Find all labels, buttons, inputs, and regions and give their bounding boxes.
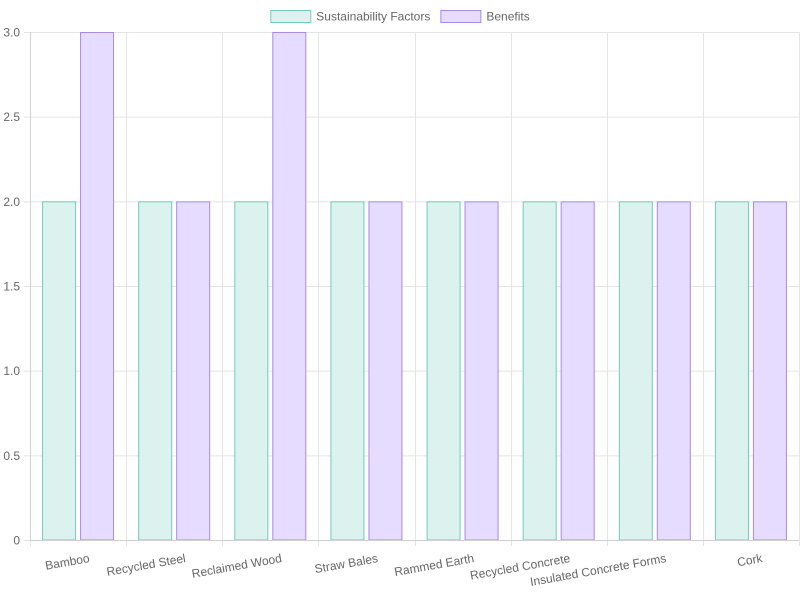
- bar-benefits[interactable]: [368, 201, 403, 541]
- y-tick-label: 0.5: [3, 449, 20, 463]
- bar-sustainability-factors[interactable]: [522, 201, 557, 541]
- x-tick-label: Recycled Steel: [105, 551, 186, 579]
- bar-benefits[interactable]: [560, 201, 595, 541]
- bar-benefits[interactable]: [272, 32, 307, 541]
- y-tick-label: 0: [13, 534, 20, 548]
- y-tick-label: 2.0: [3, 195, 20, 209]
- legend-item-sustainability-factors[interactable]: Sustainability Factors: [270, 10, 431, 24]
- bar-sustainability-factors[interactable]: [330, 201, 365, 541]
- bar-benefits[interactable]: [656, 201, 691, 541]
- x-tick-label: Rammed Earth: [393, 551, 475, 579]
- x-tick-label: Straw Bales: [313, 551, 378, 576]
- x-tick-label: Reclaimed Wood: [191, 551, 283, 581]
- x-tick-label: Bamboo: [44, 551, 91, 573]
- y-tick-label: 1.0: [3, 364, 20, 378]
- bar-sustainability-factors[interactable]: [138, 201, 173, 541]
- bar-sustainability-factors[interactable]: [234, 201, 269, 541]
- grid-lines: [24, 32, 800, 546]
- legend: Sustainability Factors Benefits: [270, 10, 530, 24]
- y-tick-label: 3.0: [3, 26, 20, 40]
- y-tick-label: 1.5: [3, 280, 20, 294]
- bar-benefits[interactable]: [176, 201, 211, 541]
- y-tick-label: 2.5: [3, 110, 20, 124]
- x-tick-label: Cork: [736, 551, 764, 569]
- bar-benefits[interactable]: [464, 201, 499, 541]
- bar-sustainability-factors[interactable]: [42, 201, 77, 541]
- legend-swatch: [270, 10, 312, 23]
- legend-swatch: [440, 10, 482, 23]
- bar-benefits[interactable]: [80, 32, 115, 541]
- bar-sustainability-factors[interactable]: [618, 201, 653, 541]
- bar-sustainability-factors[interactable]: [714, 201, 749, 541]
- bar-benefits[interactable]: [752, 201, 787, 541]
- legend-label: Benefits: [486, 10, 529, 24]
- bars: [42, 32, 787, 541]
- legend-item-benefits[interactable]: Benefits: [440, 10, 530, 24]
- legend-label: Sustainability Factors: [316, 10, 430, 24]
- bar-sustainability-factors[interactable]: [426, 201, 461, 541]
